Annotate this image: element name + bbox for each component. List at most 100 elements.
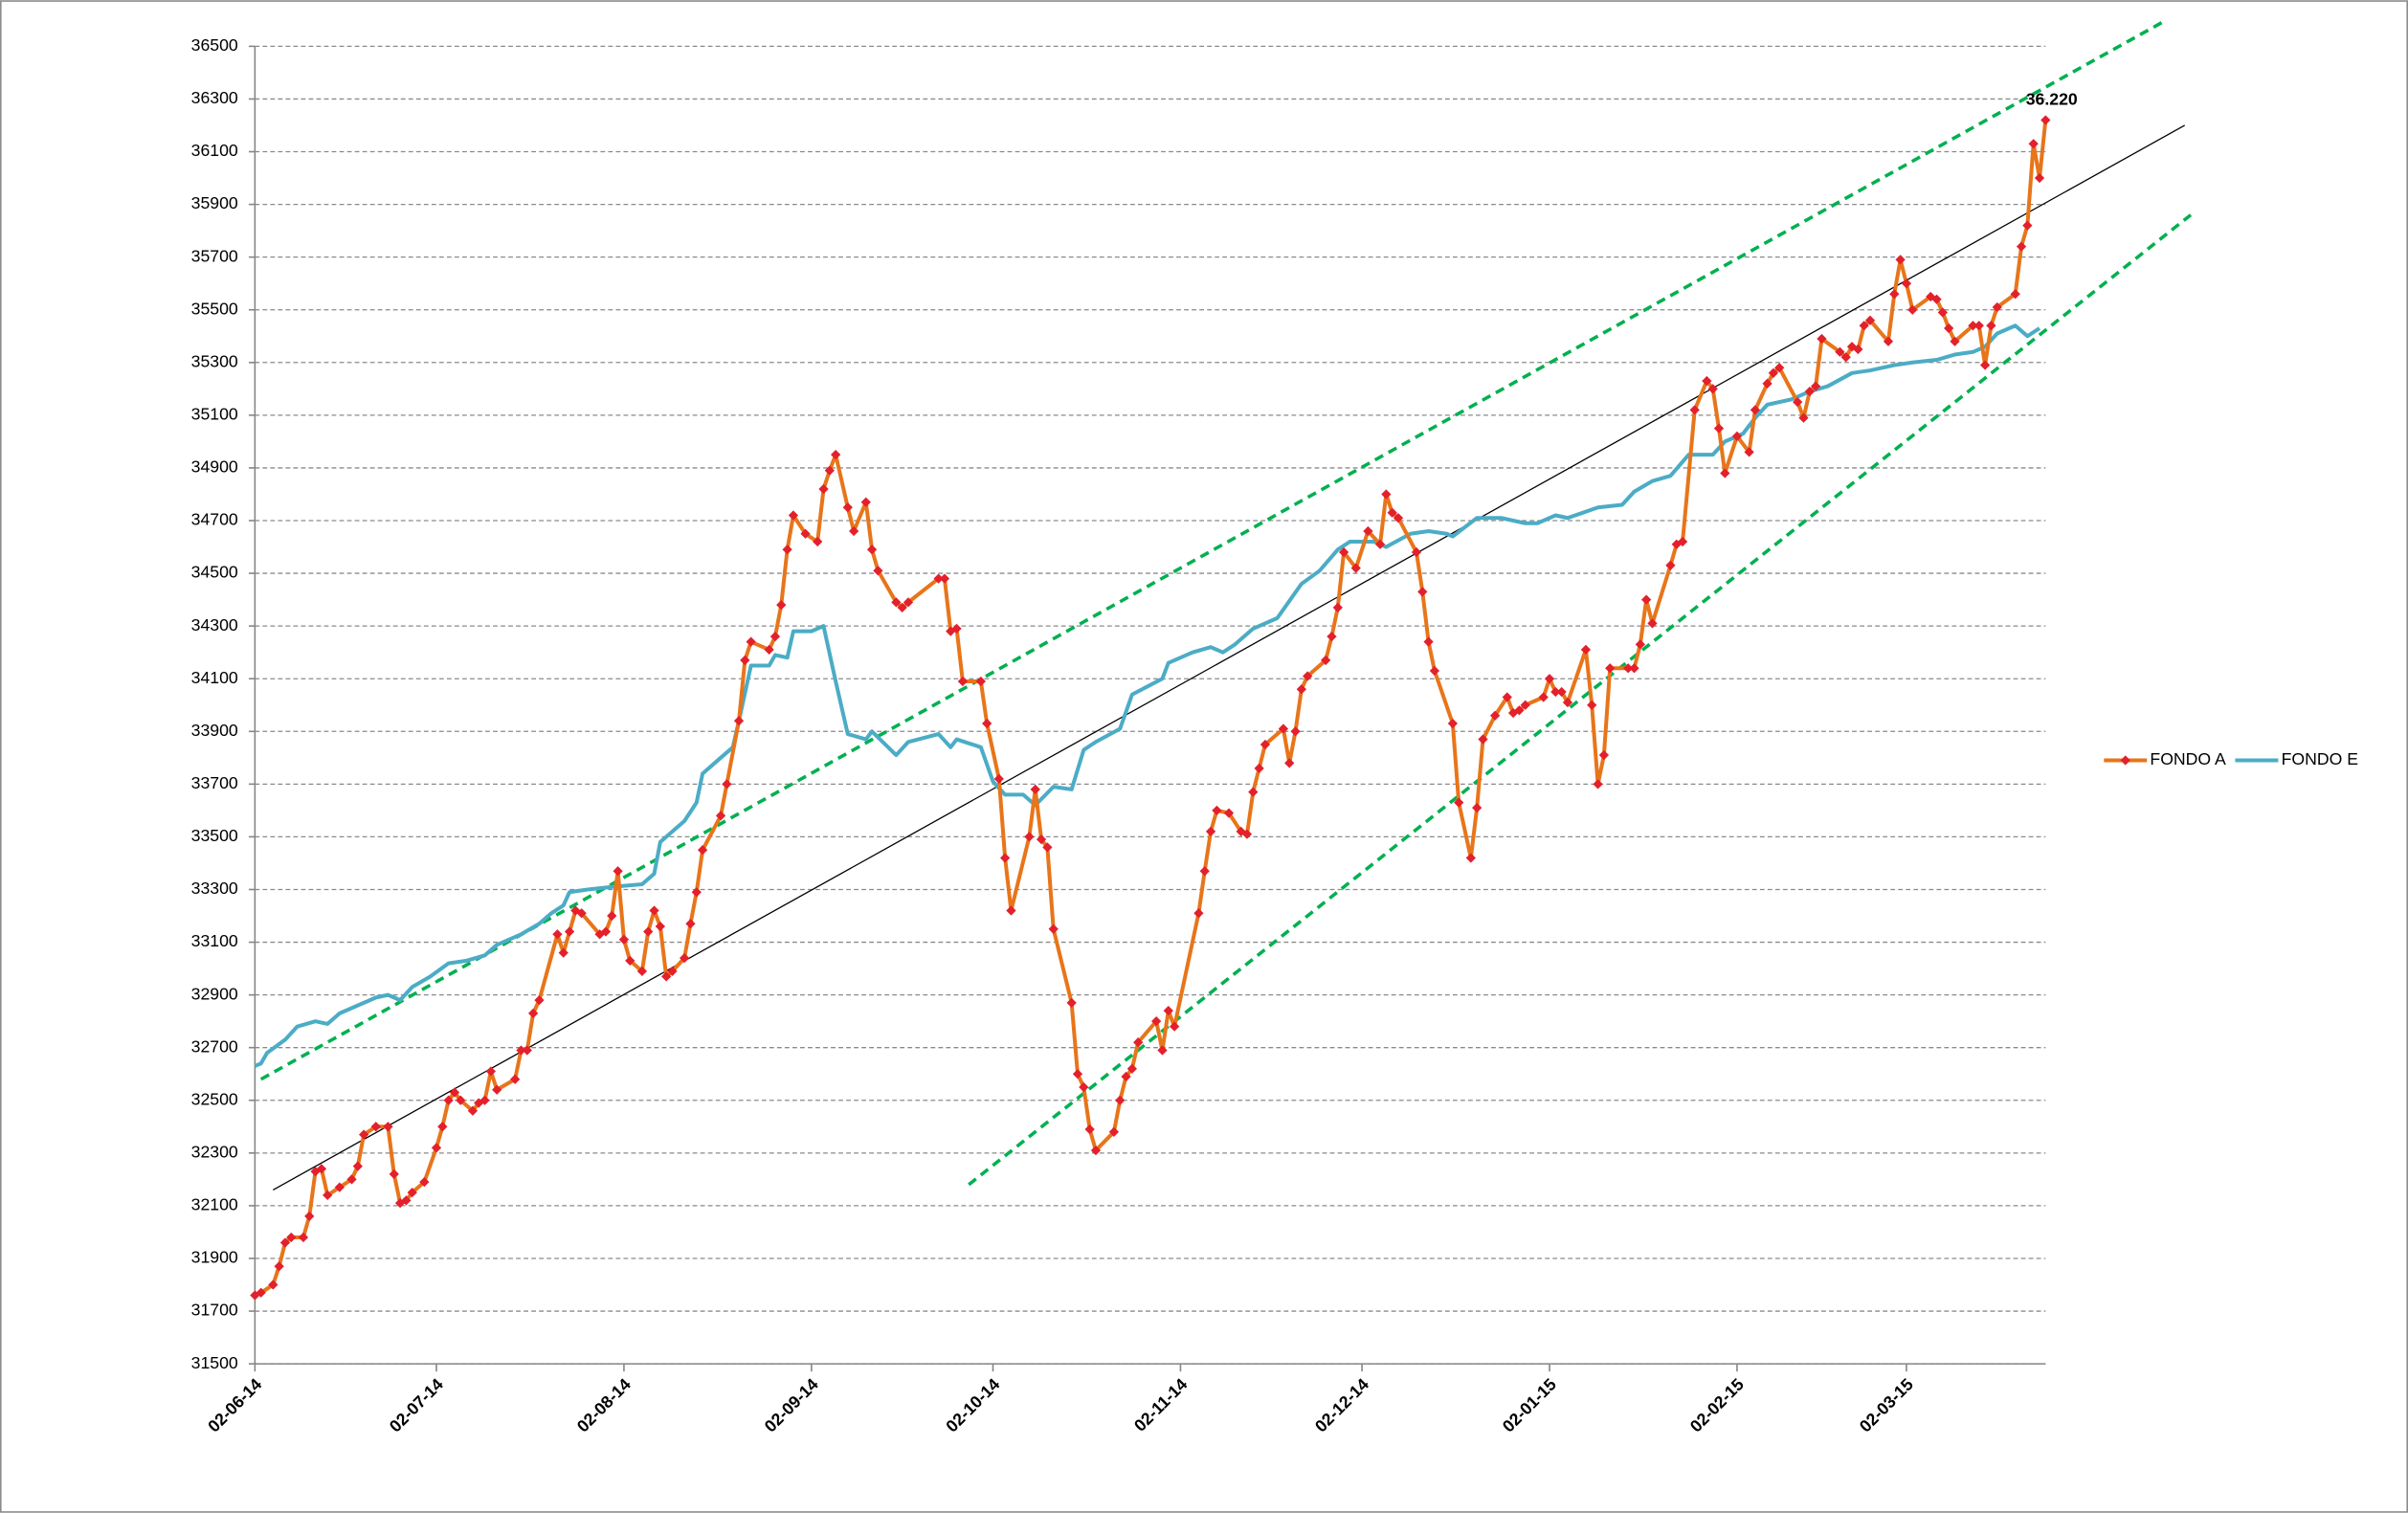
data-point [685,919,696,929]
data-point [558,947,569,958]
data-point [1006,905,1016,916]
legend: FONDO A FONDO E [2104,749,2358,768]
data-point [334,1182,345,1192]
data-point [1707,384,1718,394]
data-point [1931,294,1942,304]
data-point [933,573,944,584]
data-point [1864,315,1876,325]
data-point [1284,758,1295,768]
data-point [1992,301,2002,313]
data-point [776,599,787,611]
data-point [824,465,835,476]
y-tick-label: 34100 [191,668,238,687]
data-point [1895,255,1906,265]
data-point [1774,363,1785,373]
data-point [1205,826,1216,837]
data-point [479,1095,490,1105]
data-point [359,1129,369,1140]
data-point [1817,333,1827,345]
series-line [254,323,2041,1068]
data-point [1193,908,1204,919]
data-point [1641,594,1652,605]
data-point [1835,346,1845,357]
data-point [2028,139,2039,149]
data-point [866,545,878,555]
data-point [1744,447,1754,457]
legend-marker [2120,755,2130,766]
data-point [304,1211,315,1222]
data-point [1024,832,1035,842]
data-point [1901,278,1912,289]
data-point [431,1143,442,1153]
data-point [848,525,859,537]
y-tick-label: 36300 [191,88,238,107]
data-point [1840,352,1851,363]
data-point [1236,826,1246,837]
data-point [274,1261,284,1272]
data-point [1169,1021,1180,1032]
data-point [1810,381,1821,391]
data-point [1713,423,1725,434]
data-point [370,1122,381,1132]
data-point [1048,923,1059,934]
data-point [316,1164,327,1174]
data-point [1338,546,1349,558]
data-point [2034,172,2045,184]
data-point [1454,797,1464,808]
data-point [268,1279,279,1290]
data-point [691,887,702,898]
data-point [1381,489,1392,500]
data-point [1973,321,1984,331]
data-point [1489,710,1501,721]
data-point [1332,602,1343,613]
data-point [1223,808,1235,818]
data-point [1859,321,1869,331]
data-point [1260,739,1271,750]
data-point [661,971,672,982]
series-line [254,120,2048,1298]
data-point [1768,367,1779,378]
data-point [1478,734,1488,745]
data-point [1199,866,1210,877]
data-point [1520,700,1530,710]
y-tick-label: 36500 [191,35,238,55]
data-point [1944,323,1954,334]
data-point [1968,321,1978,331]
y-tick-label: 35500 [191,299,238,318]
data-point [1429,665,1440,677]
data-point [1793,396,1803,408]
data-point [1465,853,1476,863]
y-tick-label: 34700 [191,510,238,529]
data-point [1447,718,1459,729]
data-point [1979,360,1991,370]
y-tick-label: 35900 [191,193,238,212]
data-point [552,929,563,940]
data-point [1090,1145,1102,1156]
y-tick-label: 31500 [191,1353,238,1372]
data-point [419,1176,430,1188]
data-point [2016,241,2027,252]
y-tick-label: 31700 [191,1301,238,1320]
data-point [1327,632,1337,642]
data-point [769,632,781,642]
data-point [1350,563,1361,573]
data-point [946,626,956,636]
data-point [310,1166,321,1177]
y-tick-label: 33900 [191,721,238,740]
legend-label: FONDO E [2282,749,2359,768]
data-point [1133,1037,1144,1048]
data-point [1072,1069,1083,1079]
data-point [1163,1006,1173,1016]
y-tick-label: 32100 [191,1195,238,1214]
data-point [1121,1071,1131,1082]
y-tick-label: 31900 [191,1248,238,1267]
data-point [1544,674,1555,684]
data-point [256,1287,266,1298]
data-point [1108,1126,1120,1137]
data-point [1593,779,1603,790]
data-point [1278,723,1289,734]
data-point [1126,1063,1138,1074]
trend-line [259,18,2168,1081]
